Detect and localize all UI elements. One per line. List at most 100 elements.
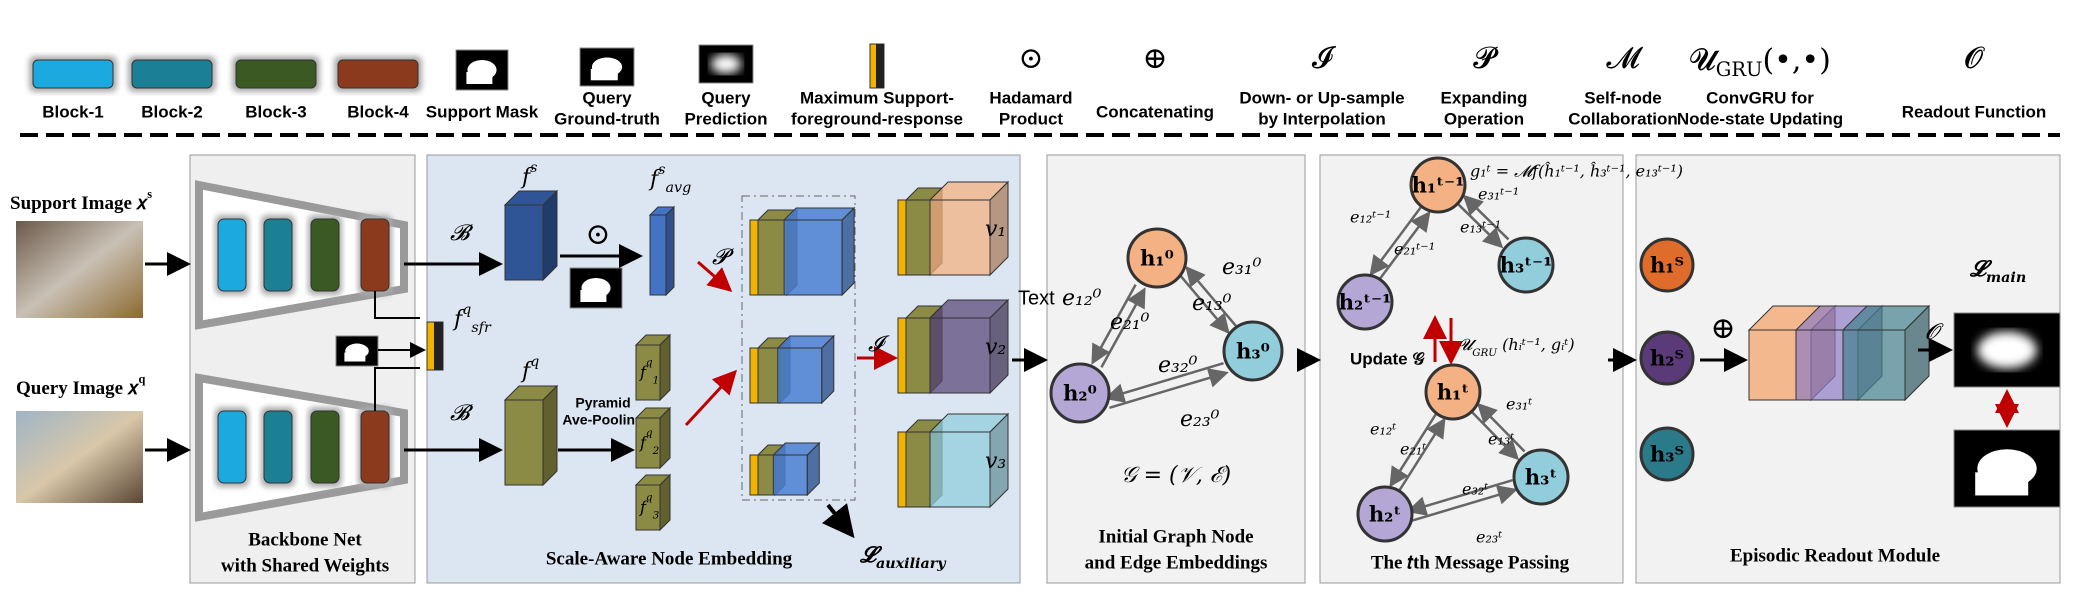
cube-side [989,298,1009,395]
edge-label: e₃₂⁰ [1158,353,1198,378]
legend-label: Collaboration [1568,109,1678,128]
response-bar [434,322,443,370]
graph-node [1512,448,1570,506]
node-label: h₁ᵀ [1650,253,1684,278]
legend-block [337,59,419,89]
cube-front [929,317,991,394]
legend-label: Block-3 [245,102,306,121]
graph-node [1639,237,1695,293]
backbone-trapezoid [195,373,408,522]
backbone-block [310,218,340,292]
cube-side [821,334,835,405]
text-part: s [658,162,665,178]
cube-side [542,189,558,282]
node-label: h₃⁰ [1236,339,1270,364]
mask-shape [1977,331,2037,369]
panel-title: Backbone Net [248,529,362,550]
response-bar [897,199,907,276]
legend-symbol: 𝓤GRU(•,•) [1689,43,1831,81]
graph-node [1497,236,1555,294]
backbone-block [263,218,293,292]
text-part: GRU [1716,58,1763,81]
cube-front [905,431,931,508]
edge-arrow [1185,265,1237,327]
fq-level-label: fq3 [639,492,660,522]
edge-label: e₃₂ᵗ [1462,480,1488,499]
legend-symbol: ⊙ [1018,41,1043,76]
text-part: q [646,357,653,369]
edge-arrow [1406,479,1513,516]
text-part: GRU [1472,347,1498,359]
edge-arrow [1411,485,1518,522]
response-bar [749,219,759,296]
text-part: (hᵢᵗ⁻¹, gᵢᵗ) [1497,335,1574,354]
text-part: q [462,302,471,318]
edge-arrow [1398,417,1446,492]
pool-label: Pyramid [575,395,630,411]
node-label: h₂ᵀ [1650,346,1684,371]
graph-node [1639,330,1695,386]
text-part: 𝓤 [1689,43,1720,78]
note: Text [1018,287,1055,309]
legend-block [235,59,317,89]
node-label: h₁ᵗ⁻¹ [1412,173,1465,198]
graph-node [1639,426,1695,482]
text-part: q [530,354,539,370]
cube-front [929,199,991,276]
legend-label: Node-state Updating [1677,109,1843,128]
cube-side [1904,304,1930,402]
cube-side [659,473,671,532]
edge-label: e₁₂ᵗ⁻¹ [1350,208,1391,227]
legend-block [32,59,114,89]
edge-label: e₁₃⁰ [1192,291,1232,316]
text-part: 3 [653,510,660,522]
cube-front [905,199,931,276]
text-part: Query Image 𝑥 [16,378,140,399]
cube-front [757,347,781,404]
legend-symbol: 𝓘 [1312,41,1337,76]
text-part: q [646,492,653,504]
response-bar [749,454,759,496]
graph-node [1222,320,1284,382]
v-label: v₂ [985,335,1006,360]
cube-side [989,412,1009,509]
legend-label: Block-4 [347,102,409,121]
text-part: Support Image 𝑥 [10,193,149,214]
cube-front [783,219,843,296]
cube-front [777,347,823,404]
text-part: 2 [652,445,660,457]
text-part: f [639,362,649,381]
panel-title: and Edge Embeddings [1085,552,1268,573]
cube-front [649,214,667,296]
graph-node [1424,363,1482,421]
graph-node [1356,485,1414,543]
graph-node [1126,227,1188,289]
backbone-block [310,410,340,484]
edge-label: e₃₁ᵗ [1506,395,1532,414]
edge-label: e₂₃ᵗ [1476,528,1502,547]
cube-front [757,454,776,496]
edge-arrow [1100,287,1146,369]
legend-label: Self-node [1584,88,1661,107]
panel-title: Scale-Aware Node Embedding [546,548,793,569]
mask-shape [580,290,607,302]
legend-symbol: 𝓜 [1606,41,1643,76]
node-label: h₂ᵗ⁻¹ [1339,290,1392,315]
legend-label: Maximum Support- [800,88,954,107]
text-part: q [646,427,653,439]
legend-label: Prediction [684,109,767,128]
edge-arrow [1476,402,1526,453]
backbone-trapezoid [195,180,408,330]
cube-front [635,344,661,401]
pool-label: Ave-Pooling [562,412,643,428]
text-part: main [1986,270,2026,286]
connector [374,291,420,319]
fq-level-label: fq1 [639,357,659,387]
mask-shape [466,72,493,84]
legend-symbol: ⊕ [1142,41,1167,76]
legend-label: Block-2 [141,102,202,121]
edge-arrow [1104,362,1224,403]
edge-label: e₁₂ᵗ [1370,420,1396,439]
edge-label: e₂₁ᵗ⁻¹ [1394,240,1435,259]
connector [374,367,420,411]
